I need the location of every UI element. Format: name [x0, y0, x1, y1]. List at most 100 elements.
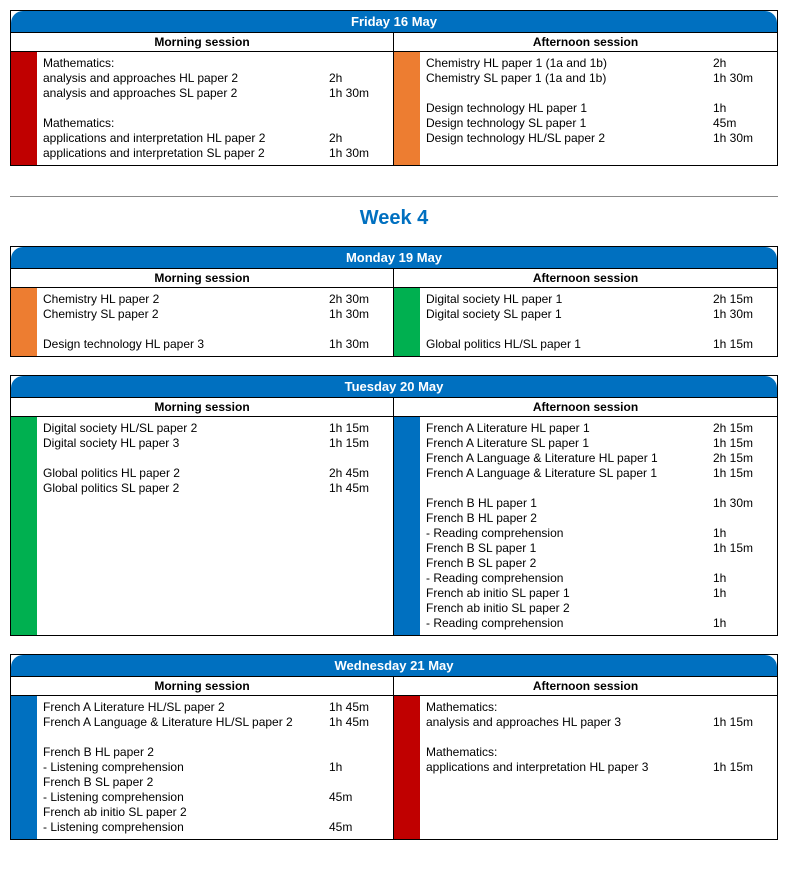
- session-column: Afternoon sessionMathematics:analysis an…: [394, 677, 777, 839]
- duration-line: 1h 30m: [329, 307, 387, 322]
- subject-line: - Listening comprehension: [43, 820, 329, 835]
- duration-line: [713, 805, 771, 820]
- session-column: Morning sessionChemistry HL paper 2Chemi…: [11, 269, 394, 356]
- session-body: Digital society HL paper 1Digital societ…: [394, 288, 777, 356]
- subject-line: French ab initio SL paper 2: [426, 601, 713, 616]
- duration-line: 1h 45m: [329, 481, 387, 496]
- duration-line: [329, 745, 387, 760]
- duration-line: [329, 451, 387, 466]
- duration-line: [329, 526, 387, 541]
- duration-line: 1h 30m: [329, 146, 387, 161]
- subject-line: Digital society HL paper 3: [43, 436, 329, 451]
- session-body: Mathematics:analysis and approaches HL p…: [11, 52, 393, 165]
- subject-line: French ab initio SL paper 1: [426, 586, 713, 601]
- session-title: Morning session: [11, 398, 393, 417]
- duration-line: 2h 15m: [713, 292, 771, 307]
- duration-line: 1h 30m: [713, 71, 771, 86]
- subject-line: Digital society HL paper 1: [426, 292, 713, 307]
- subject-line: Chemistry SL paper 2: [43, 307, 329, 322]
- color-bar: [11, 417, 37, 635]
- subject-line: analysis and approaches HL paper 3: [426, 715, 713, 730]
- duration-line: [329, 541, 387, 556]
- sessions-row: Morning sessionFrench A Literature HL/SL…: [11, 677, 777, 839]
- subject-line: analysis and approaches HL paper 2: [43, 71, 329, 86]
- duration-line: [329, 556, 387, 571]
- subjects-column: Chemistry HL paper 1 (1a and 1b)Chemistr…: [426, 56, 713, 161]
- subject-line: [43, 511, 329, 526]
- session-content: Mathematics:analysis and approaches HL p…: [37, 52, 393, 165]
- durations-column: 1h 45m1h 45m 1h 45m 45m: [329, 700, 387, 835]
- session-title: Morning session: [11, 33, 393, 52]
- duration-line: 1h 45m: [329, 715, 387, 730]
- subjects-column: Chemistry HL paper 2Chemistry SL paper 2…: [43, 292, 329, 352]
- duration-line: [713, 700, 771, 715]
- subject-line: [43, 451, 329, 466]
- session-body: Mathematics: analysis and approaches HL p…: [394, 696, 777, 839]
- duration-line: 1h 15m: [713, 436, 771, 451]
- subject-line: French B HL paper 2: [426, 511, 713, 526]
- subject-line: [43, 616, 329, 631]
- duration-line: 1h 15m: [329, 436, 387, 451]
- duration-line: 1h 30m: [713, 307, 771, 322]
- duration-line: [713, 730, 771, 745]
- durations-column: 2h 15m1h 30m 1h 15m: [713, 292, 771, 352]
- session-column: Afternoon sessionDigital society HL pape…: [394, 269, 777, 356]
- duration-line: [713, 86, 771, 101]
- session-content: Digital society HL paper 1Digital societ…: [420, 288, 777, 356]
- duration-line: [329, 511, 387, 526]
- session-title: Afternoon session: [394, 398, 777, 417]
- subject-line: Mathematics:: [426, 745, 713, 760]
- subject-line: - Reading comprehension: [426, 571, 713, 586]
- duration-line: 1h 30m: [329, 86, 387, 101]
- subject-line: French B SL paper 1: [426, 541, 713, 556]
- duration-line: 2h: [329, 71, 387, 86]
- duration-line: [329, 601, 387, 616]
- session-content: Chemistry HL paper 2Chemistry SL paper 2…: [37, 288, 393, 356]
- duration-line: 45m: [713, 116, 771, 131]
- subject-line: French A Language & Literature HL/SL pap…: [43, 715, 329, 730]
- day-block: Wednesday 21 MayMorning sessionFrench A …: [10, 654, 778, 840]
- session-column: Afternoon sessionChemistry HL paper 1 (1…: [394, 33, 777, 165]
- session-body: French A Literature HL paper 1French A L…: [394, 417, 777, 635]
- duration-line: [329, 571, 387, 586]
- duration-line: 1h: [713, 526, 771, 541]
- subject-line: French B HL paper 2: [43, 745, 329, 760]
- day-header: Tuesday 20 May: [11, 376, 777, 398]
- duration-line: 1h 45m: [329, 700, 387, 715]
- subject-line: Chemistry HL paper 2: [43, 292, 329, 307]
- subject-line: Design technology HL paper 3: [43, 337, 329, 352]
- duration-line: 1h: [713, 616, 771, 631]
- duration-line: 45m: [329, 790, 387, 805]
- day-header: Monday 19 May: [11, 247, 777, 269]
- subject-line: [426, 790, 713, 805]
- day-header: Wednesday 21 May: [11, 655, 777, 677]
- duration-line: 2h 30m: [329, 292, 387, 307]
- color-bar: [11, 696, 37, 839]
- subject-line: [426, 481, 713, 496]
- duration-line: 2h 45m: [329, 466, 387, 481]
- duration-line: [713, 481, 771, 496]
- subjects-column: Mathematics: analysis and approaches HL p…: [426, 700, 713, 835]
- subject-line: French B SL paper 2: [426, 556, 713, 571]
- subject-line: Mathematics:: [43, 116, 329, 131]
- day-block: Monday 19 MayMorning sessionChemistry HL…: [10, 246, 778, 357]
- subject-line: - Listening comprehension: [43, 760, 329, 775]
- subject-line: French A Literature HL paper 1: [426, 421, 713, 436]
- duration-line: 45m: [329, 820, 387, 835]
- session-content: French A Literature HL paper 1French A L…: [420, 417, 777, 635]
- duration-line: [713, 556, 771, 571]
- subject-line: Design technology HL/SL paper 2: [426, 131, 713, 146]
- subject-line: Chemistry HL paper 1 (1a and 1b): [426, 56, 713, 71]
- duration-line: [713, 511, 771, 526]
- duration-line: [713, 775, 771, 790]
- color-bar: [394, 288, 420, 356]
- duration-line: 1h 30m: [713, 131, 771, 146]
- day-block: Tuesday 20 MayMorning session Digital soc…: [10, 375, 778, 636]
- subjects-column: Digital society HL/SL paper 2Digital soc…: [43, 421, 329, 631]
- sessions-row: Morning session Digital society HL/SL pap…: [11, 398, 777, 635]
- subject-line: [43, 556, 329, 571]
- subject-line: Design technology HL paper 1: [426, 101, 713, 116]
- subject-line: Mathematics:: [43, 56, 329, 71]
- subjects-column: French A Literature HL/SL paper 2French …: [43, 700, 329, 835]
- subject-line: - Listening comprehension: [43, 790, 329, 805]
